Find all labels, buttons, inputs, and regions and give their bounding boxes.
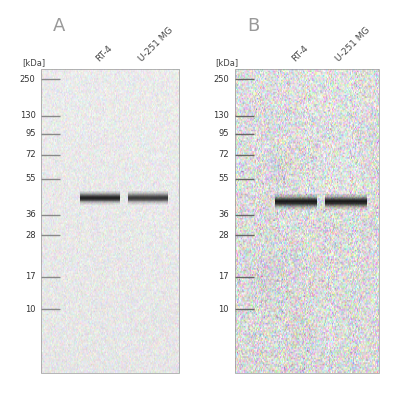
Bar [128,203,168,204]
Text: 250: 250 [20,74,36,84]
Bar [128,204,168,205]
Bar [80,199,120,200]
Bar [275,207,317,208]
Text: 28: 28 [25,231,36,240]
Text: U-251 MG: U-251 MG [334,26,372,64]
Text: [kDa]: [kDa] [215,58,238,68]
Bar [128,192,168,193]
Bar [80,193,120,194]
Bar [128,199,168,200]
Text: 36: 36 [218,210,229,219]
Bar [128,197,168,198]
Bar [325,202,367,203]
Bar [80,204,120,205]
Text: 95: 95 [218,130,229,138]
Text: 17: 17 [218,272,229,281]
Bar [80,196,120,197]
Bar [80,201,120,202]
Bar [234,70,378,373]
Text: RT-4: RT-4 [290,44,310,64]
Bar [275,200,317,201]
Bar [275,203,317,204]
Text: 130: 130 [20,111,36,120]
Bar [325,205,367,206]
Bar [325,196,367,197]
Bar [275,209,317,210]
Bar [275,199,317,200]
Text: 130: 130 [213,111,229,120]
Bar [80,202,120,203]
Bar [80,197,120,198]
Bar [80,195,120,196]
Text: 72: 72 [218,150,229,159]
Text: 250: 250 [213,74,229,84]
Bar [80,200,120,201]
Text: 28: 28 [218,231,229,240]
Text: 95: 95 [25,130,36,138]
Bar [325,200,367,201]
Bar [325,207,367,208]
Bar [80,194,120,195]
Text: [kDa]: [kDa] [23,58,46,68]
Bar [128,202,168,203]
Bar [325,208,367,209]
Bar [275,206,317,207]
Bar [325,195,367,196]
Text: B: B [248,17,260,35]
Bar [325,209,367,210]
Bar [41,70,179,373]
Bar [128,196,168,197]
Text: RT-4: RT-4 [94,44,114,64]
Bar [275,201,317,202]
Text: 72: 72 [25,150,36,159]
Text: 17: 17 [25,272,36,281]
Bar [325,194,367,195]
Bar [275,195,317,196]
Bar [80,192,120,193]
Bar [275,205,317,206]
Text: U-251 MG: U-251 MG [137,26,175,64]
Bar [128,201,168,202]
Text: 55: 55 [218,174,229,183]
Bar [128,194,168,195]
Bar [128,193,168,194]
Bar [128,200,168,201]
Text: A: A [53,17,66,35]
Text: 10: 10 [25,305,36,314]
Bar [80,191,120,192]
Bar [325,198,367,199]
Bar [325,201,367,202]
Bar [325,199,367,200]
Bar [325,197,367,198]
Bar [275,208,317,209]
Text: 36: 36 [25,210,36,219]
Bar [275,202,317,203]
Bar [128,198,168,199]
Bar [128,191,168,192]
Bar [275,197,317,198]
Bar [275,198,317,199]
Bar [325,206,367,207]
Bar [128,195,168,196]
Bar [80,203,120,204]
Text: 10: 10 [218,305,229,314]
Text: 55: 55 [25,174,36,183]
Bar [275,204,317,205]
Bar [275,194,317,195]
Bar [275,196,317,197]
Bar [325,203,367,204]
Bar [80,198,120,199]
Bar [325,204,367,205]
